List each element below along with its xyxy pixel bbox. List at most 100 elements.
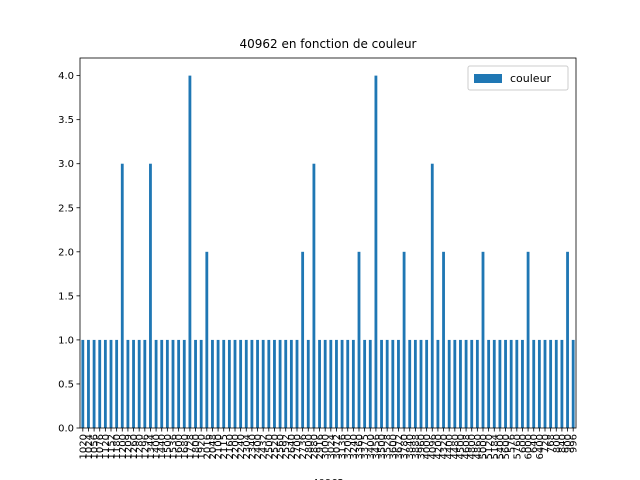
y-tick-label: 3.5	[58, 115, 74, 126]
bar	[515, 339, 519, 428]
x-tick-label: 1400	[152, 434, 163, 459]
bar	[509, 339, 513, 428]
x-tick-label: 3528	[383, 434, 394, 459]
bar	[329, 339, 333, 428]
y-tick-label: 0.0	[58, 424, 74, 435]
x-tick-label: 2640	[287, 434, 298, 459]
x-tick-label: 1260	[129, 434, 140, 459]
bar	[459, 339, 462, 428]
bar	[380, 339, 383, 428]
bar	[312, 163, 316, 428]
x-tick-label: 3136	[338, 434, 349, 459]
x-tick-label: 4608	[462, 434, 473, 459]
bar	[154, 339, 158, 428]
x-tick-label: 6400	[535, 434, 546, 459]
x-tick-label: 1152	[107, 434, 118, 459]
bar	[115, 339, 119, 428]
x-tick-label: 3000	[321, 434, 332, 459]
bar	[447, 339, 451, 428]
bar	[211, 339, 214, 428]
x-tick-label: 4480	[450, 434, 461, 459]
x-tick-label: 5000	[479, 434, 490, 459]
x-tick-label: 2200	[231, 434, 242, 459]
bar	[233, 339, 237, 428]
bar	[273, 339, 276, 428]
x-tick-label: 4000	[422, 434, 433, 459]
bar	[571, 339, 575, 428]
bar	[521, 339, 524, 428]
bar	[87, 339, 90, 428]
x-tick-label: 1728	[185, 434, 196, 459]
bar	[436, 339, 440, 428]
bar	[165, 339, 169, 428]
x-tick-label: 2560	[276, 434, 287, 459]
y-tick-label: 3.0	[58, 159, 74, 170]
bar	[126, 339, 130, 428]
bar	[532, 339, 536, 428]
x-tick-label: 2016	[202, 434, 213, 459]
x-tick-label: 2700	[293, 434, 304, 459]
bar	[199, 339, 203, 428]
y-tick-label: 2.0	[58, 247, 74, 258]
bar	[425, 339, 429, 428]
x-tick-label: 1296	[140, 434, 151, 459]
x-tick-label: 2500	[264, 434, 275, 459]
x-tick-label: 3375	[360, 434, 371, 459]
x-tick-label: 5600	[501, 434, 512, 459]
bar	[335, 339, 338, 428]
x-tick-label: 720	[541, 434, 552, 453]
plot-frame	[79, 57, 577, 429]
bar	[526, 251, 530, 428]
bar	[177, 339, 181, 428]
bar	[278, 339, 282, 428]
bar	[374, 75, 378, 428]
x-tick-label: 1600	[174, 434, 185, 459]
bar	[289, 339, 293, 428]
bar	[430, 163, 434, 428]
x-tick-label: 640	[529, 434, 540, 453]
bar	[256, 339, 259, 428]
legend: couleur	[467, 65, 569, 91]
x-tick-label: 2520	[270, 434, 281, 459]
x-tick-label: 1076	[95, 434, 106, 459]
x-tick-label: 1120	[101, 434, 112, 459]
x-tick-label: 4320	[439, 434, 450, 459]
x-tick-label: 840	[557, 434, 568, 453]
x-tick-label: 768	[546, 434, 557, 453]
x-tick-label: 1500	[163, 434, 174, 459]
x-tick-label: 3888	[411, 434, 422, 459]
bar	[397, 339, 400, 428]
x-tick-label: 2048	[208, 434, 219, 459]
bar	[475, 339, 479, 428]
x-tick-label: 4500	[456, 434, 467, 459]
x-tick-label: 3200	[343, 434, 354, 459]
x-tick-label: 3456	[371, 434, 382, 459]
x-tick-label: 1024	[84, 434, 95, 459]
x-tick-label: 2160	[225, 434, 236, 459]
x-tick-label: 800	[552, 434, 563, 453]
bar	[340, 339, 344, 428]
x-tick-label: 576	[507, 434, 518, 453]
bar	[244, 339, 248, 428]
x-tick-label: 1280	[135, 434, 146, 459]
bar	[492, 339, 496, 428]
y-tick-label: 4.0	[58, 71, 74, 82]
bar	[346, 339, 350, 428]
bar	[92, 339, 96, 428]
bar	[351, 339, 355, 428]
x-tick-label: 3024	[326, 434, 337, 459]
bar	[143, 339, 147, 428]
x-tick-label: 3240	[349, 434, 360, 459]
bar	[239, 339, 243, 428]
x-tick-label: 4860	[473, 434, 484, 459]
bar	[205, 251, 209, 428]
bar	[560, 339, 564, 428]
x-tick-label: 2880	[309, 434, 320, 459]
x-tick-label: 1680	[180, 434, 191, 459]
bar	[408, 339, 412, 428]
bar	[368, 339, 372, 428]
bar	[442, 251, 445, 428]
x-tick-label: 2736	[298, 434, 309, 459]
bar	[413, 339, 417, 428]
x-tick-label: 5184	[490, 434, 501, 459]
